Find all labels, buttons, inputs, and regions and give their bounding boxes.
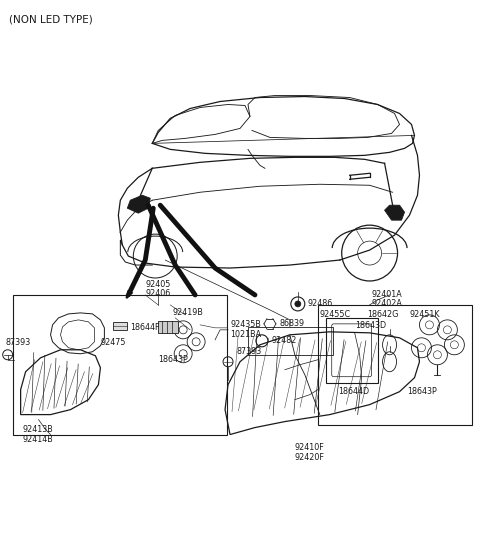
- Text: 92475: 92475: [100, 338, 126, 347]
- Text: 92435B: 92435B: [230, 320, 261, 330]
- Text: 92482: 92482: [272, 336, 297, 346]
- Bar: [326, 318, 378, 383]
- Text: 92413B: 92413B: [23, 425, 53, 434]
- Text: 18643P: 18643P: [408, 387, 437, 396]
- Polygon shape: [127, 195, 150, 213]
- Bar: [113, 322, 127, 330]
- Text: 92410F: 92410F: [295, 443, 324, 452]
- Text: 87393: 87393: [236, 347, 261, 356]
- Text: 92401A: 92401A: [372, 290, 402, 299]
- Text: (NON LED TYPE): (NON LED TYPE): [9, 15, 93, 25]
- Bar: [12, 295, 227, 434]
- Text: 18642G: 18642G: [368, 310, 399, 320]
- Text: 1021BA: 1021BA: [230, 330, 261, 339]
- Text: 92419B: 92419B: [172, 309, 203, 317]
- Text: 18644D: 18644D: [338, 387, 369, 396]
- Text: 18643P: 18643P: [158, 355, 188, 364]
- Bar: [158, 321, 178, 333]
- Text: 86839: 86839: [280, 320, 305, 328]
- Text: 92402A: 92402A: [372, 299, 403, 309]
- Text: 92406: 92406: [145, 289, 170, 299]
- Text: 92420F: 92420F: [295, 453, 324, 462]
- Circle shape: [295, 301, 301, 307]
- Bar: [318, 305, 472, 424]
- Text: 87393: 87393: [6, 338, 31, 347]
- Text: 18643D: 18643D: [355, 321, 386, 330]
- Text: 92451K: 92451K: [409, 310, 440, 320]
- Polygon shape: [384, 205, 405, 220]
- Text: 92405: 92405: [145, 280, 171, 289]
- Bar: [248, 327, 333, 355]
- Text: 92486: 92486: [308, 299, 333, 309]
- Text: 92455C: 92455C: [320, 310, 351, 320]
- Text: 92414B: 92414B: [23, 435, 53, 444]
- Text: 18644F: 18644F: [130, 323, 160, 332]
